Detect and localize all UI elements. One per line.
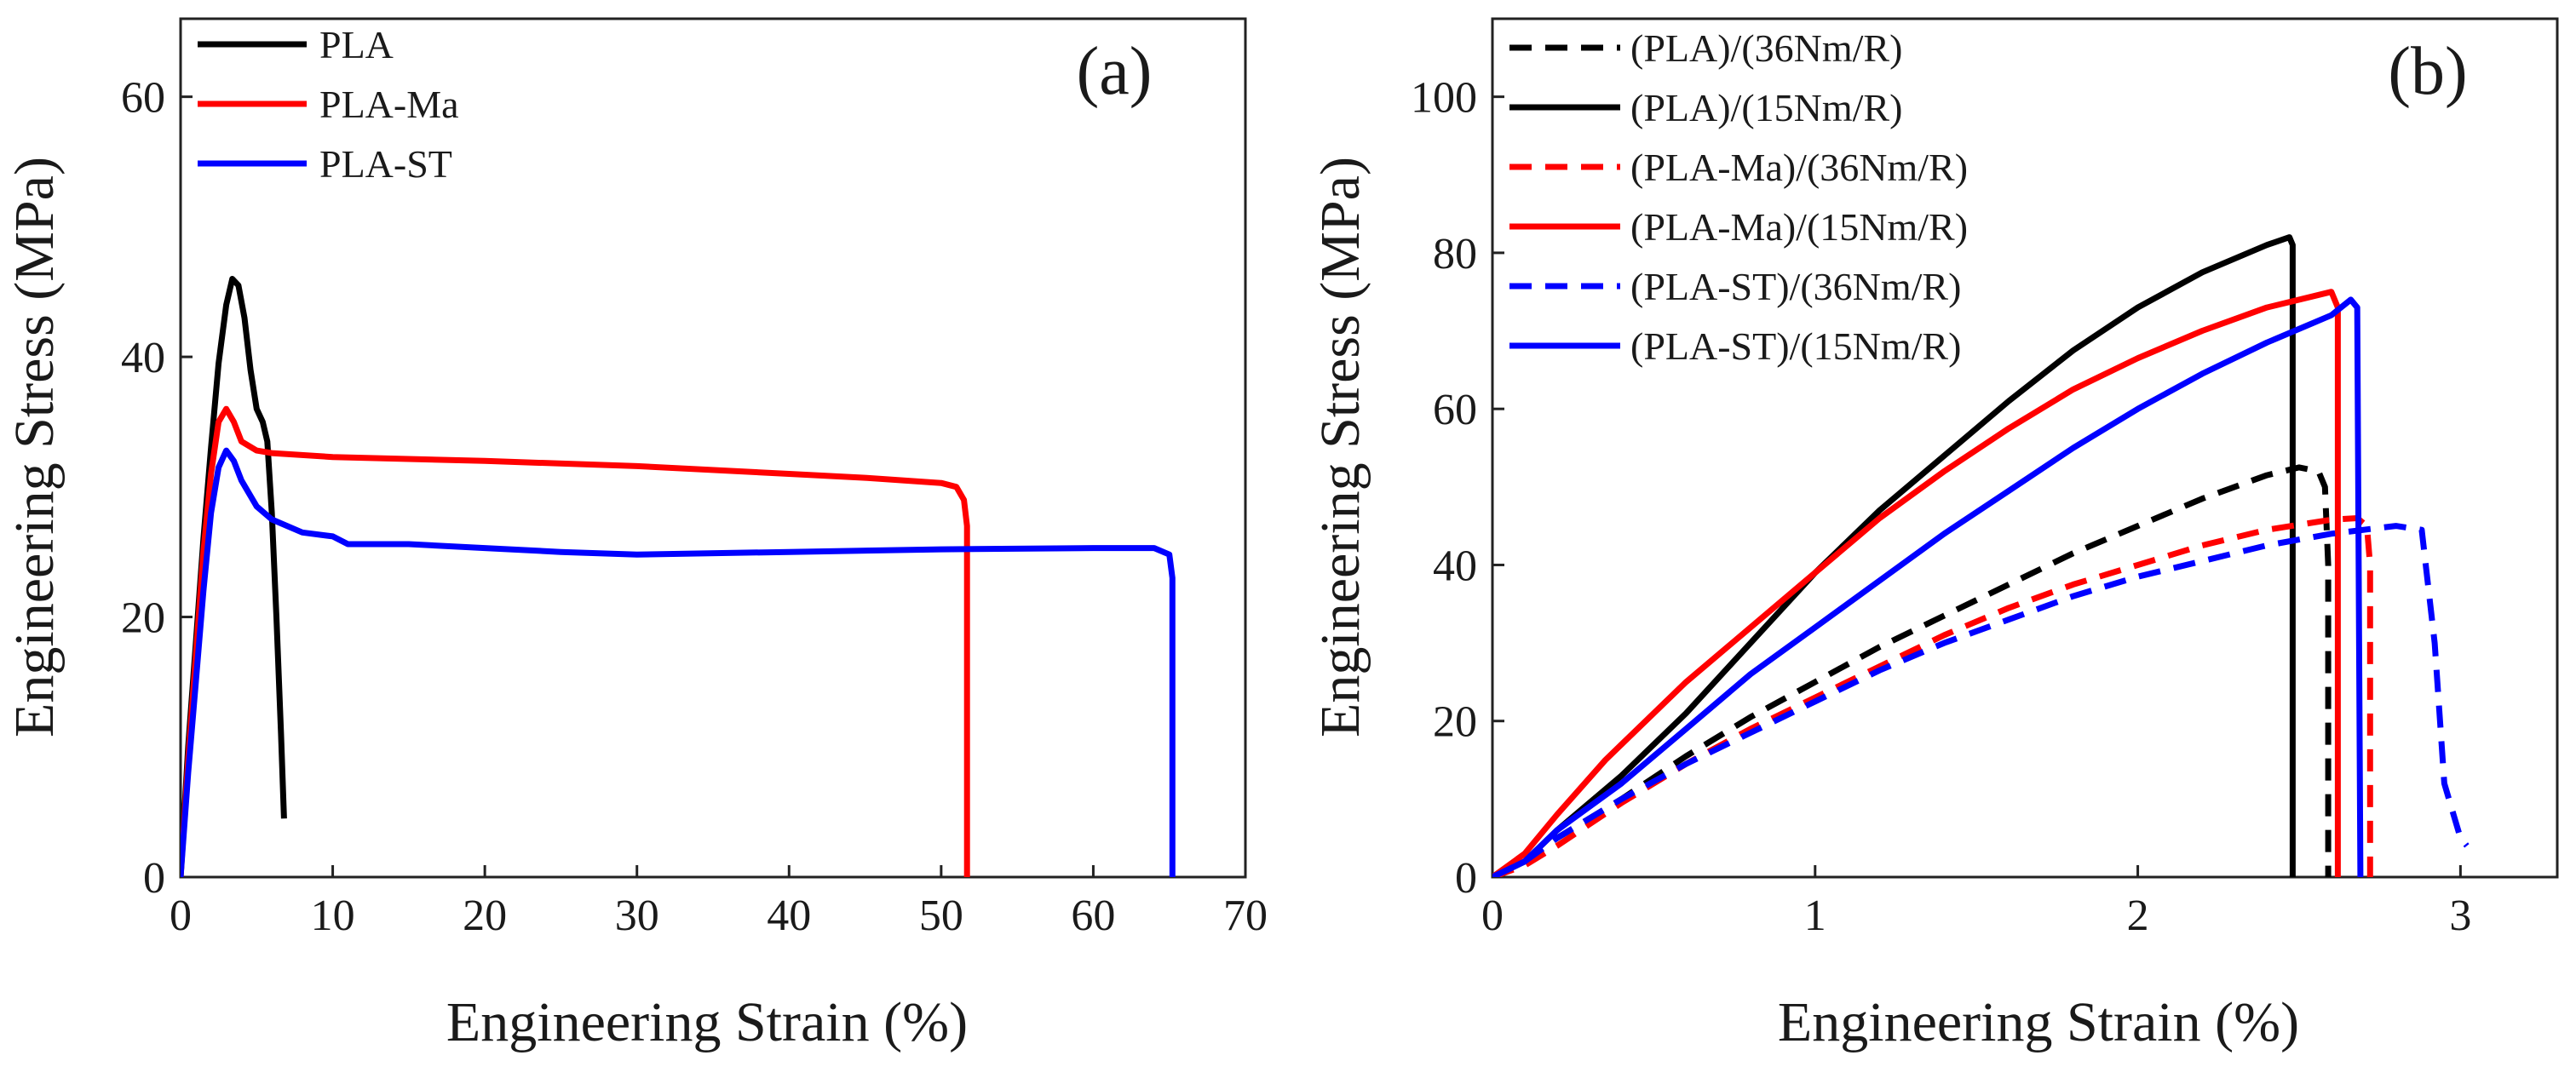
y-tick-label: 40 — [1433, 542, 1477, 590]
x-tick-label: 0 — [1481, 892, 1504, 940]
x-tick-label: 1 — [1804, 892, 1826, 940]
y-tick-label: 100 — [1411, 74, 1477, 123]
y-tick-label: 20 — [121, 594, 165, 643]
series-line-pla-36nm-r — [1492, 464, 2332, 877]
x-tick-label: 40 — [767, 892, 811, 940]
legend-label-pla-ma-15nm-r: (PLA-Ma)/(15Nm/R) — [1630, 205, 1968, 249]
y-axis-title: Engineering Stress (MPa) — [3, 157, 66, 737]
x-axis-title: Engineering Strain (%) — [1778, 991, 2299, 1053]
chart-panel-b: 0 1 2 3 0 20 40 60 80 100 Engineering Strain (%) En… — [1309, 17, 2559, 1053]
series-line-pla-st-15nm-r — [1492, 296, 2364, 877]
legend-label-pla-15nm-r: (PLA)/(15Nm/R) — [1630, 86, 1902, 129]
legend-label-pla-st: PLA-ST — [319, 142, 452, 186]
y-tick-label: 60 — [121, 74, 165, 123]
x-tick-label: 0 — [170, 892, 192, 940]
x-tick-label: 10 — [311, 892, 355, 940]
legend-label-pla-36nm-r: (PLA)/(36Nm/R) — [1630, 26, 1902, 70]
panel-label: (a) — [1077, 34, 1153, 109]
chart-panel-a: 0 10 20 30 40 50 60 70 0 20 40 60 Engineering Strain… — [3, 17, 1268, 1053]
y-tick-label: 20 — [1433, 698, 1477, 747]
x-tick-label: 3 — [2449, 892, 2471, 940]
series-line-pla-ma-36nm-r — [1492, 515, 2373, 877]
legend-label-pla-st-36nm-r: (PLA-ST)/(36Nm/R) — [1630, 265, 1961, 308]
series-line-pla-ma — [181, 405, 970, 877]
x-tick-label: 60 — [1071, 892, 1115, 940]
y-tick-label: 80 — [1433, 230, 1477, 278]
y-tick-label: 60 — [1433, 386, 1477, 434]
series-line-pla-ma-15nm-r — [1492, 289, 2341, 877]
panel-label: (b) — [2388, 34, 2467, 109]
legend-label-pla-st-15nm-r: (PLA-ST)/(15Nm/R) — [1630, 324, 1961, 368]
series-line-pla-15nm-r — [1492, 234, 2296, 877]
x-tick-label: 70 — [1223, 892, 1268, 940]
x-tick-label: 20 — [463, 892, 507, 940]
x-axis-title: Engineering Strain (%) — [446, 991, 968, 1053]
legend-label-pla-ma: PLA-Ma — [319, 83, 459, 126]
series-line-pla — [181, 276, 287, 877]
legend-label-pla-ma-36nm-r: (PLA-Ma)/(36Nm/R) — [1630, 146, 1968, 189]
y-tick-label: 40 — [121, 334, 165, 382]
x-tick-label: 2 — [2127, 892, 2149, 940]
plot-frame — [179, 17, 1247, 879]
legend-label-pla: PLA — [319, 23, 394, 66]
series-line-pla-st-36nm-r — [1492, 523, 2470, 877]
x-tick-label: 50 — [919, 892, 963, 940]
series-line-pla-st — [181, 447, 1176, 877]
y-axis-title: Engineering Stress (MPa) — [1309, 157, 1371, 737]
y-tick-label: 0 — [143, 854, 165, 903]
plot-frame — [1491, 17, 2559, 879]
y-tick-label: 0 — [1455, 854, 1477, 903]
x-tick-label: 30 — [615, 892, 659, 940]
